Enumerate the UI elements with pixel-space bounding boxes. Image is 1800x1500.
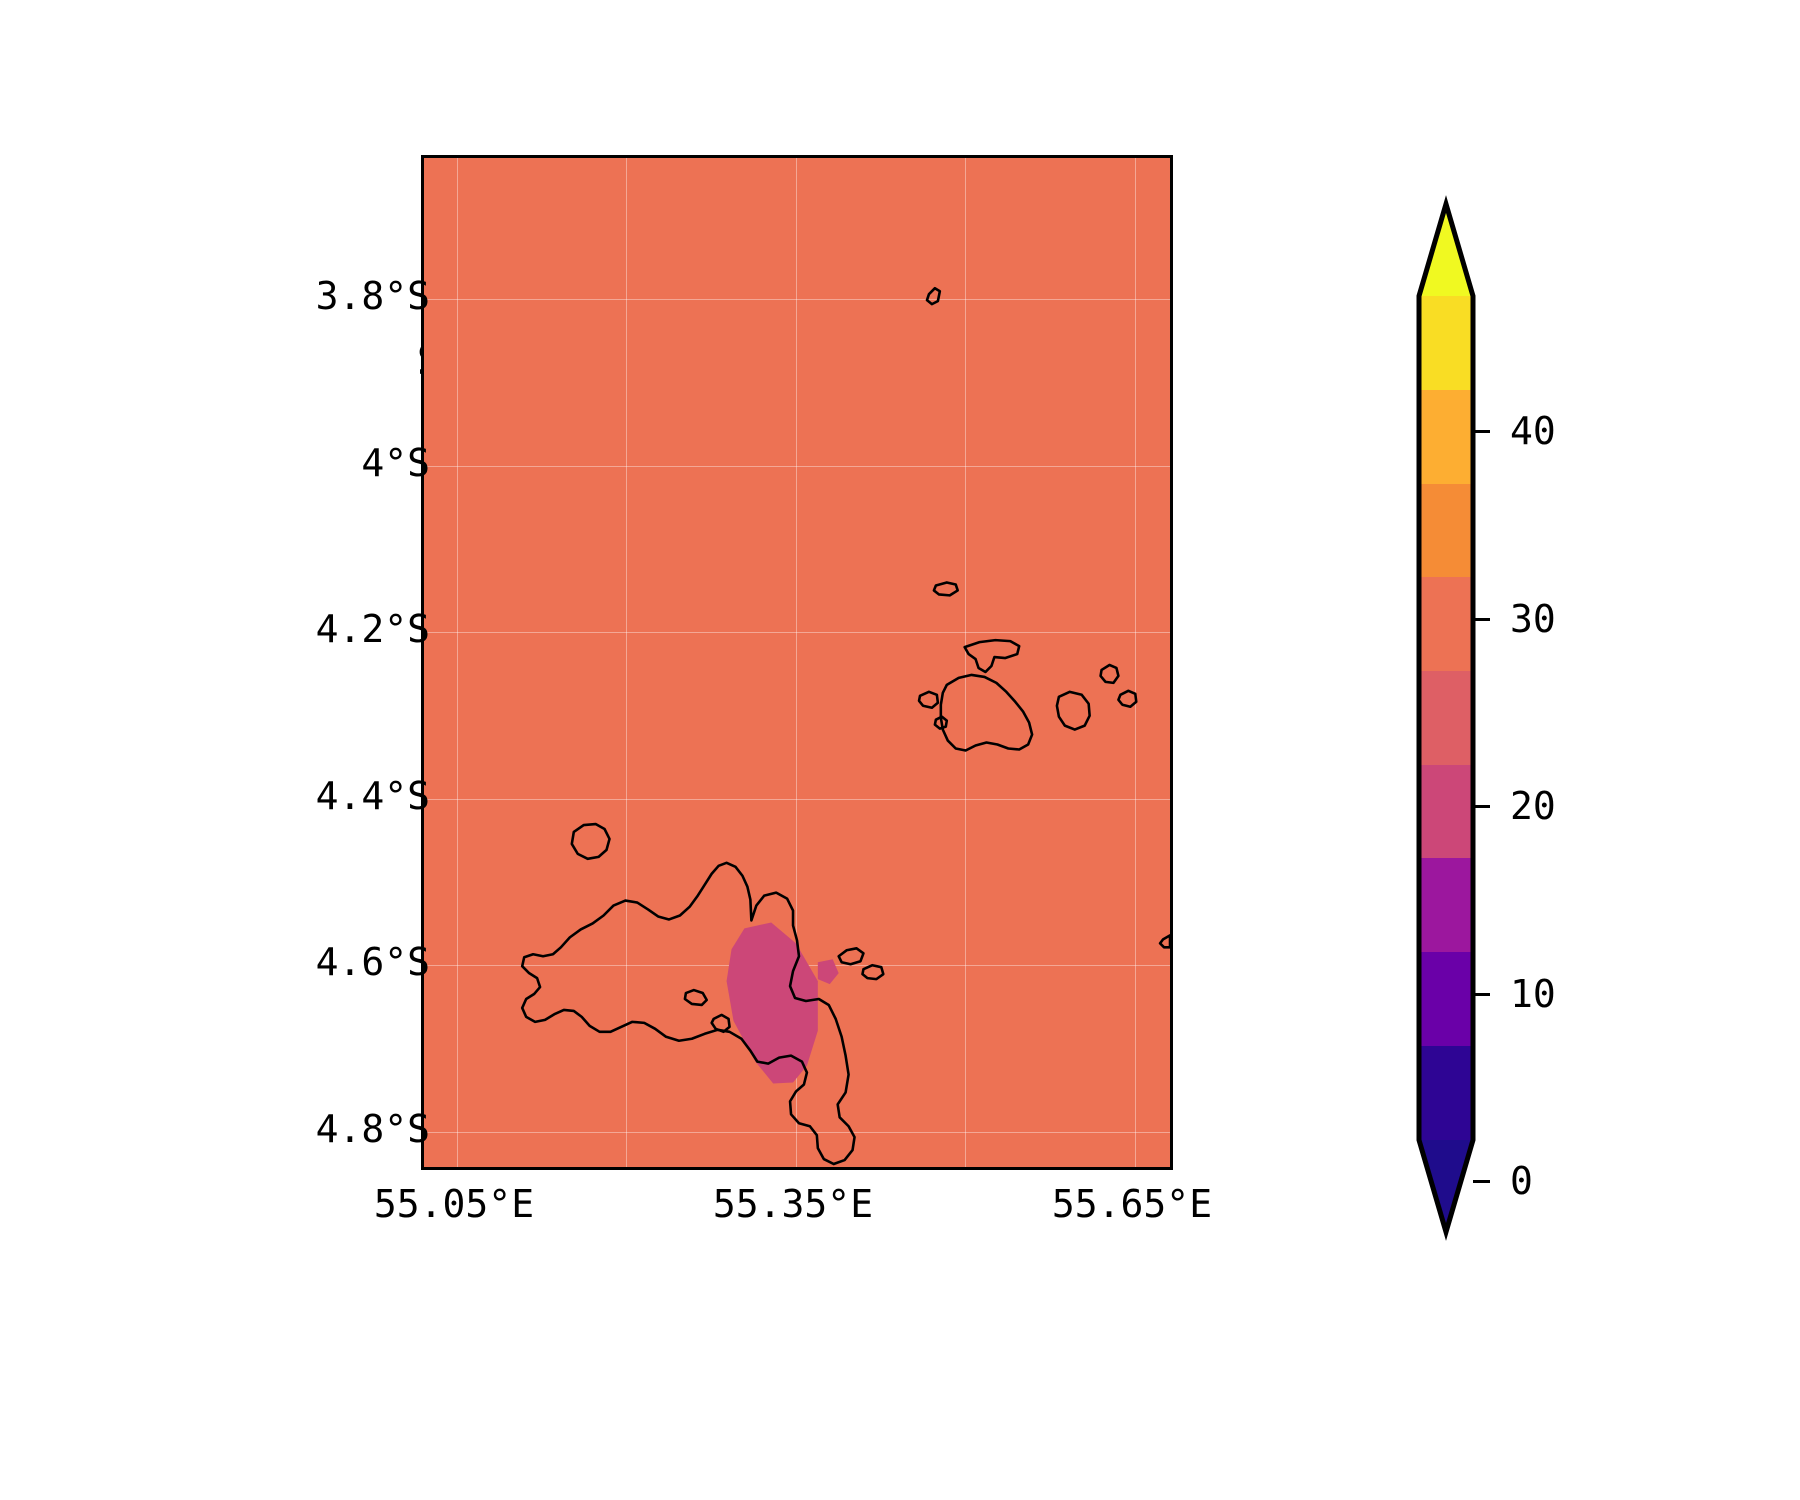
gridline-latitude (424, 632, 1170, 633)
colorbar-tick-mark-3 (1473, 618, 1490, 621)
coastline-paths (520, 286, 1170, 1166)
xtick-label-1: 55.35°E (712, 1182, 874, 1226)
ytick-label-1: 4°S (361, 441, 430, 485)
colorbar-tick-label-3: 30 (1510, 597, 1556, 641)
gridline-longitude (965, 158, 966, 1167)
colorbar-tick-mark-4 (1473, 430, 1490, 433)
ytick-label-5: 4.8°S (315, 1107, 430, 1151)
gridline-longitude (457, 158, 458, 1167)
gridline-latitude (424, 1132, 1170, 1133)
map-plot-area (421, 155, 1173, 1170)
gridline-longitude (1135, 158, 1136, 1167)
colorbar-tick-label-4: 40 (1510, 409, 1556, 453)
colorbar-bands (1419, 296, 1473, 1140)
ytick-label-2: 4.2°S (315, 607, 430, 651)
colorbar-under-arrow (1419, 1140, 1473, 1232)
colorbar-tick-label-2: 20 (1510, 784, 1556, 828)
xtick-label-0: 55.05°E (373, 1182, 535, 1226)
colorbar (1416, 152, 1476, 1241)
ytick-label-0: 3.8°S (315, 274, 430, 318)
xtick-label-2: 55.65°E (1051, 1182, 1213, 1226)
colorbar-tick-mark-2 (1473, 805, 1490, 808)
ytick-label-3: 4.4°S (315, 774, 430, 818)
colorbar-gradient (1416, 195, 1476, 1241)
gridline-latitude (424, 799, 1170, 800)
ytick-label-4: 4.6°S (315, 940, 430, 984)
map-contours-and-coastlines (520, 286, 1170, 1166)
colorbar-tick-label-0: 0 (1510, 1159, 1533, 1203)
gridline-longitude (796, 158, 797, 1167)
colorbar-tick-mark-1 (1473, 993, 1490, 996)
gridline-latitude (424, 466, 1170, 467)
colorbar-outline (1416, 195, 1476, 1241)
colorbar-over-arrow (1419, 204, 1473, 296)
gridline-longitude (626, 158, 627, 1167)
gridline-latitude (424, 299, 1170, 300)
contour-band-20-25 (726, 922, 839, 1084)
colorbar-tick-mark-0 (1473, 1180, 1490, 1183)
colorbar-tick-label-1: 10 (1510, 972, 1556, 1016)
